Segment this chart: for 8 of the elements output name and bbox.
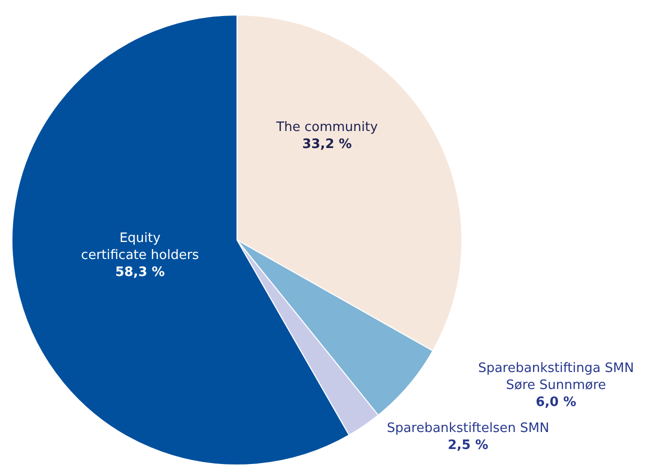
slice-label: Sparebankstiftelsen SMN (386, 421, 550, 436)
data-label: 58,3 % (115, 265, 165, 280)
data-label: 33,2 % (302, 137, 352, 152)
data-label: 2,5 % (448, 438, 488, 453)
slice-label: The community (275, 120, 378, 135)
slice-label: Sparebankstiftinga SMN Søre Sunnmøre (478, 361, 634, 393)
slice-label: Equity certificate holders (81, 231, 200, 263)
data-label: 6,0 % (536, 395, 576, 410)
